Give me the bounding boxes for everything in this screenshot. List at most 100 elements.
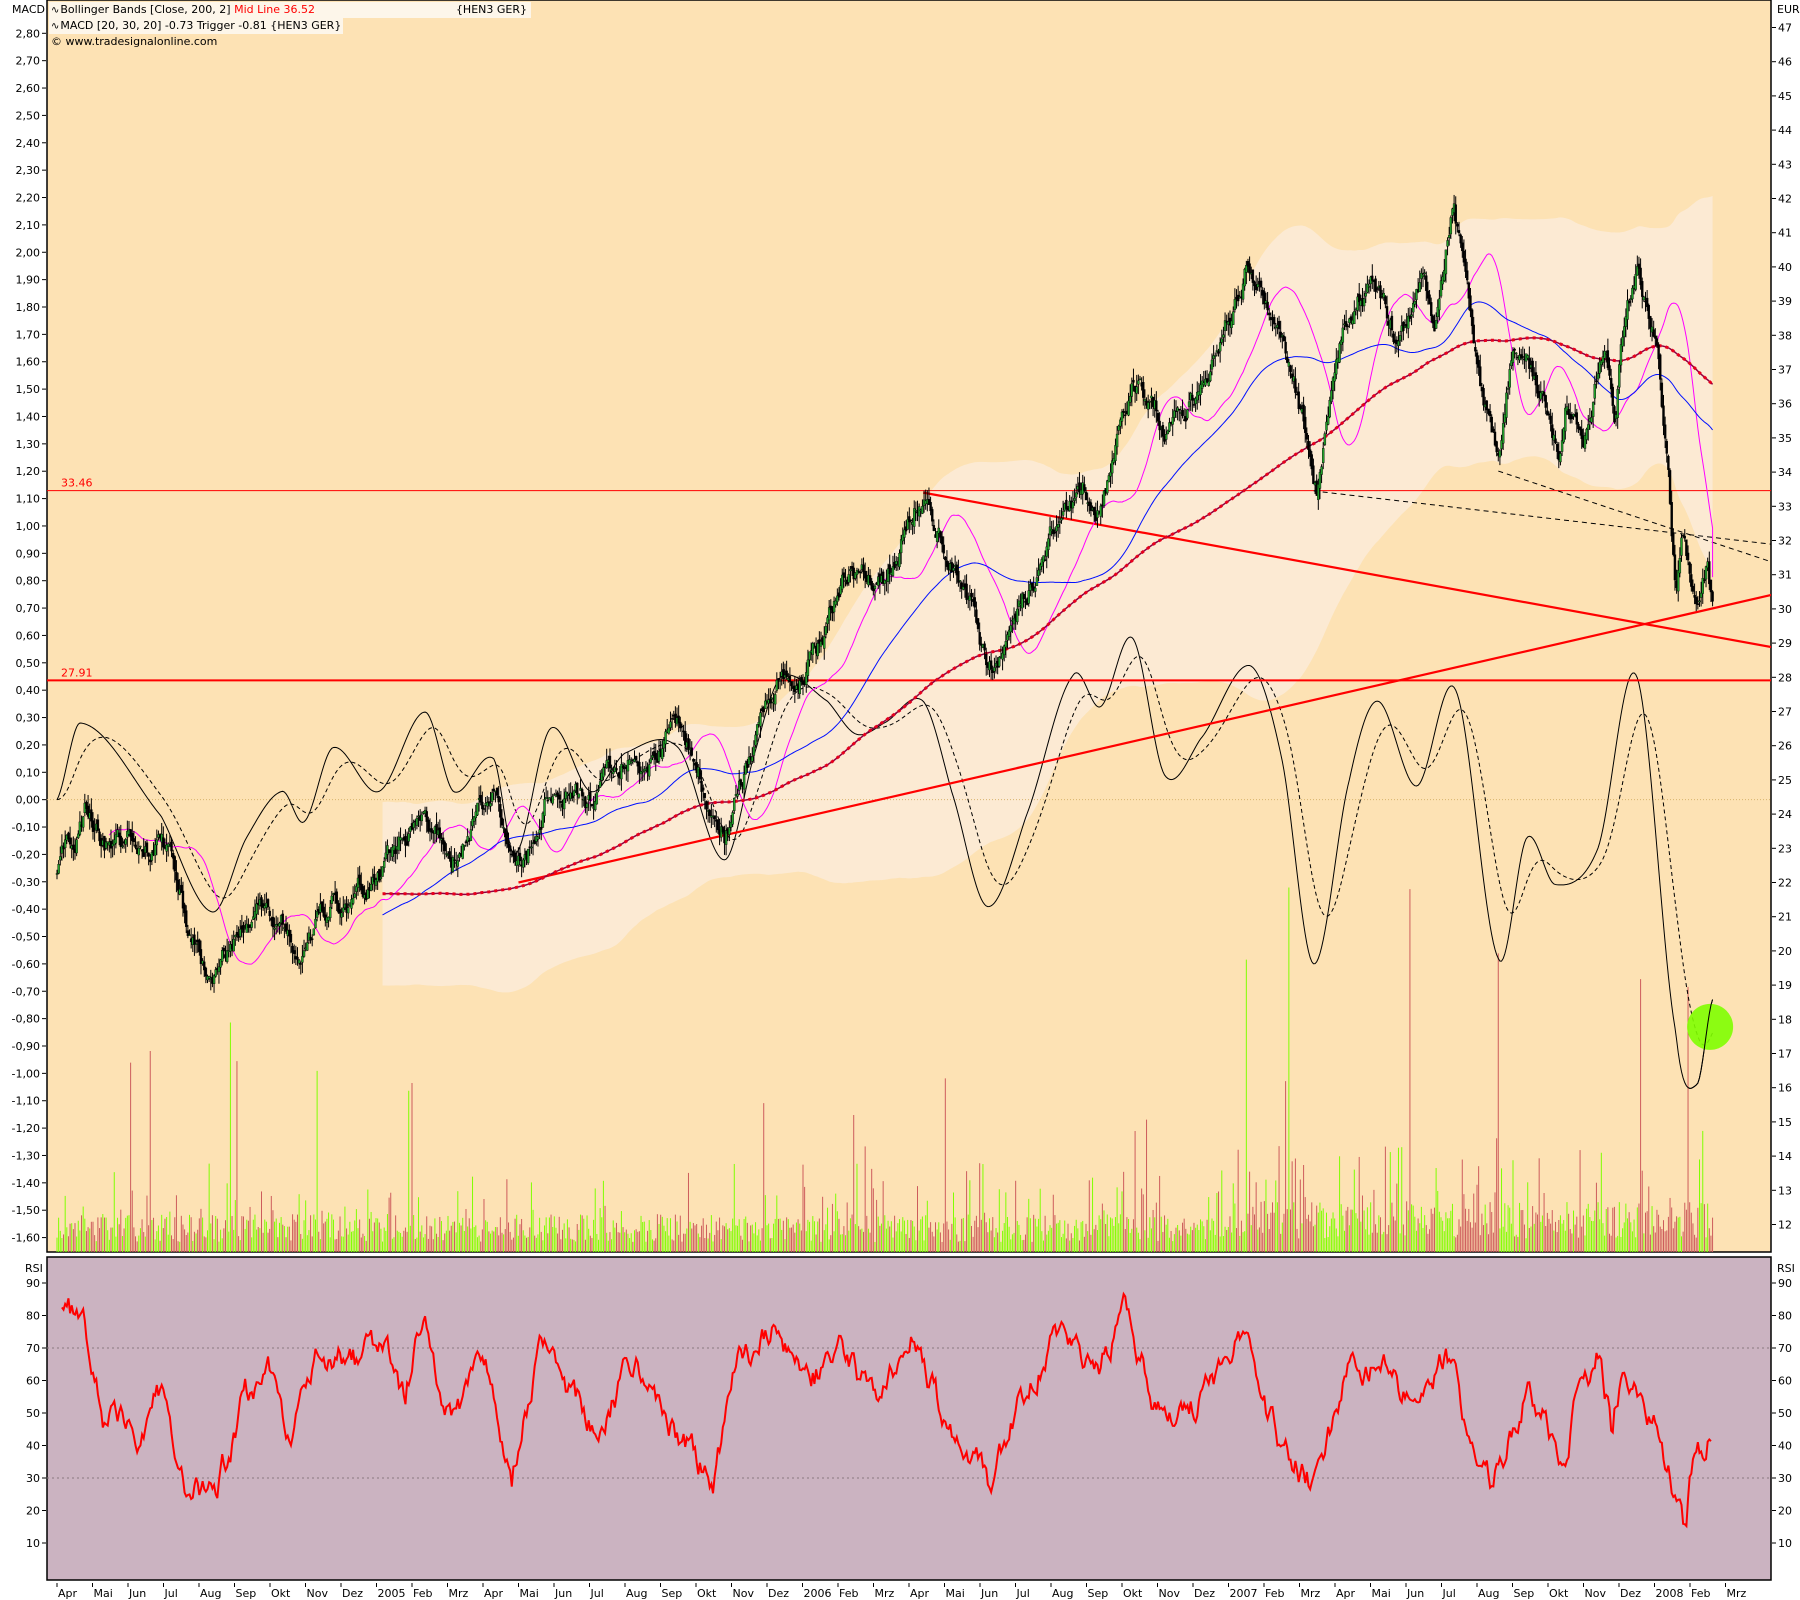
candle [486, 795, 489, 815]
candle-body [598, 781, 602, 788]
candle [1636, 255, 1639, 276]
candle [489, 791, 492, 812]
candle [1191, 383, 1194, 412]
candle [940, 530, 944, 553]
candle [1457, 221, 1461, 237]
candle-body [1683, 535, 1686, 539]
candle-body [1084, 491, 1088, 501]
candle [608, 748, 612, 779]
candle [873, 583, 877, 601]
candle [487, 797, 491, 810]
candle [1194, 396, 1197, 412]
candle [1022, 592, 1026, 608]
candle-body [1379, 285, 1382, 299]
candle-body [281, 913, 284, 925]
candle-body [438, 827, 442, 839]
candle-body [551, 796, 554, 804]
candle-body [1259, 280, 1263, 288]
candle [1333, 363, 1336, 392]
candle [1598, 357, 1601, 379]
candle [1456, 222, 1459, 233]
candle-body [755, 724, 759, 736]
candle-body [736, 793, 739, 797]
candle [320, 900, 324, 913]
candle [836, 588, 839, 606]
month-tick-label: Jun [980, 1587, 998, 1600]
candle-body [733, 797, 736, 811]
candle [909, 519, 913, 531]
macd-axis-title: MACD [12, 3, 45, 16]
rsi-tick-label-right: 10 [1778, 1537, 1792, 1550]
candle-body [1302, 404, 1305, 422]
candle [1164, 426, 1168, 445]
candle-body [1421, 274, 1425, 277]
candle [1142, 376, 1145, 406]
candle-body [171, 853, 175, 859]
candle-body [1148, 401, 1152, 403]
candle-body [692, 759, 695, 762]
legend-bollinger[interactable]: ∿Bollinger Bands [Close, 200, 2] Mid Lin… [49, 2, 531, 18]
candle [908, 507, 911, 534]
candle-body [1305, 433, 1309, 440]
candle [1698, 591, 1701, 607]
candle [1477, 355, 1480, 376]
candle-body [381, 866, 384, 877]
candle [499, 796, 502, 828]
candle-body [1678, 558, 1682, 574]
candle-body [1071, 501, 1075, 509]
candle [1693, 583, 1696, 605]
candle [1596, 362, 1600, 385]
candle [533, 836, 536, 845]
candle [634, 755, 638, 764]
candle-body [188, 934, 191, 936]
eur-tick-label: 35 [1778, 432, 1792, 445]
candle-body [1217, 351, 1220, 354]
candle-body [275, 924, 278, 927]
candle-body [1639, 267, 1642, 286]
candle [173, 855, 176, 883]
candle-body [913, 508, 916, 527]
candle-body [1467, 282, 1471, 299]
candle [1279, 320, 1282, 343]
candle-body [927, 498, 931, 505]
candle [1657, 342, 1660, 370]
candle [1611, 383, 1614, 414]
candle-body [708, 809, 711, 816]
candle [1526, 354, 1529, 361]
candle-body [903, 529, 906, 538]
candle [1263, 287, 1266, 310]
candle [1459, 233, 1462, 248]
candle-body [744, 763, 747, 775]
candle [1297, 382, 1300, 414]
candle [917, 503, 921, 527]
candle [1438, 289, 1441, 321]
candle-body [630, 761, 633, 764]
candle [1307, 435, 1310, 459]
candle-body [1462, 250, 1466, 263]
candle-body [970, 593, 973, 598]
candle-body [1215, 350, 1219, 352]
rsi-tick-label-left: 90 [26, 1277, 40, 1290]
candle [827, 600, 831, 631]
candle [773, 690, 777, 711]
candle-body [1021, 593, 1024, 609]
eur-tick-label: 36 [1778, 398, 1792, 411]
rsi-tick-label-right: 40 [1778, 1440, 1792, 1453]
candle [165, 833, 168, 862]
candle-body [602, 767, 605, 778]
candle [1485, 400, 1489, 422]
candle-body [1704, 566, 1708, 580]
candle [198, 938, 201, 956]
candle-body [1547, 413, 1551, 416]
candle-body [1232, 311, 1235, 325]
candle [329, 899, 332, 922]
candle-body [1166, 430, 1170, 435]
candle-body [950, 562, 954, 573]
candle-body [1627, 300, 1631, 304]
month-tick-label: 2006 [804, 1587, 832, 1600]
candle-body [98, 831, 101, 842]
candle-body [798, 680, 801, 695]
legend-macd[interactable]: ∿MACD [20, 30, 20] -0.73 Trigger -0.81 {… [49, 18, 344, 34]
candle [1001, 646, 1004, 671]
candle [171, 849, 175, 870]
